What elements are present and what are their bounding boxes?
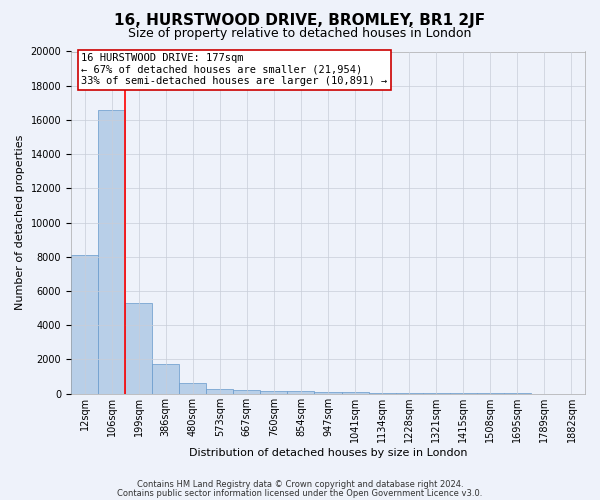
Bar [341,392,368,394]
Bar [422,393,450,394]
Bar [98,110,125,394]
Text: Contains public sector information licensed under the Open Government Licence v3: Contains public sector information licen… [118,488,482,498]
Y-axis label: Number of detached properties: Number of detached properties [15,135,25,310]
Bar [206,388,233,394]
Bar [152,364,179,394]
Bar [368,392,395,394]
Bar [260,390,287,394]
X-axis label: Distribution of detached houses by size in London: Distribution of detached houses by size … [189,448,467,458]
Text: 16, HURSTWOOD DRIVE, BROMLEY, BR1 2JF: 16, HURSTWOOD DRIVE, BROMLEY, BR1 2JF [115,12,485,28]
Bar [314,392,341,394]
Text: Contains HM Land Registry data © Crown copyright and database right 2024.: Contains HM Land Registry data © Crown c… [137,480,463,489]
Bar [179,382,206,394]
Bar [71,255,98,394]
Bar [287,391,314,394]
Bar [395,393,422,394]
Bar [125,303,152,394]
Text: 16 HURSTWOOD DRIVE: 177sqm
← 67% of detached houses are smaller (21,954)
33% of : 16 HURSTWOOD DRIVE: 177sqm ← 67% of deta… [82,53,388,86]
Bar [233,390,260,394]
Text: Size of property relative to detached houses in London: Size of property relative to detached ho… [128,28,472,40]
